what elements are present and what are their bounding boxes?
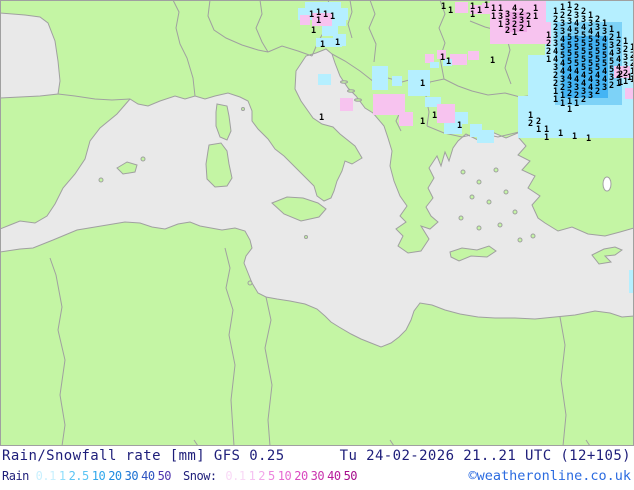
- snow-scale-value: 5: [268, 469, 275, 483]
- svg-text:21: 21: [536, 117, 541, 135]
- legend-row-1: Rain/Snowfall rate [mm] GFS 0.25 Tu 24-0…: [0, 448, 634, 464]
- svg-text:1: 1: [311, 26, 316, 36]
- svg-text:1: 1: [490, 56, 495, 66]
- cyprus-island: [591, 246, 624, 265]
- snow-scale-value: 20: [294, 469, 308, 483]
- svg-text:1: 1: [457, 121, 462, 131]
- snow-scale-value: 40: [327, 469, 341, 483]
- svg-text:1: 1: [484, 1, 489, 11]
- malta-island: [304, 235, 308, 239]
- svg-text:1: 1: [441, 2, 446, 12]
- longitude-tick-marks: [193, 439, 591, 446]
- corsica-island: [215, 103, 232, 141]
- sardinia-island: [205, 142, 233, 188]
- copyright: ©weatheronline.co.uk: [468, 468, 631, 484]
- islands: [98, 80, 624, 286]
- svg-text:1: 1: [586, 134, 591, 144]
- rain-scale-value: 40: [141, 469, 155, 483]
- djerba-island: [247, 280, 253, 286]
- svg-text:1: 1: [420, 117, 425, 127]
- europe-landmass: [0, 0, 634, 254]
- svg-text:21: 21: [618, 70, 623, 88]
- lake-tuz: [602, 176, 612, 192]
- legend-row-2: Rain 0.1 1 2.5 10 20 30 40 50 Snow: 0.1 1 2 5 10 20 3…: [0, 468, 634, 484]
- svg-text:11: 11: [470, 2, 475, 20]
- svg-text:1: 1: [309, 10, 314, 20]
- svg-text:21: 21: [526, 12, 531, 30]
- svg-text:1: 1: [448, 6, 453, 16]
- svg-text:11: 11: [533, 4, 538, 22]
- svg-text:11: 11: [544, 125, 549, 143]
- rain-scale-value: 20: [108, 469, 122, 483]
- snow-label: Snow:: [183, 469, 217, 483]
- map-svg: 1 2 2 3 3 4 4 3 2 2 1 11 2 3 3 4 5 5 4 4 3 2 1 11 2 3 4 5 5 5 5 4 4 3 2 1 12…: [0, 0, 634, 446]
- elba-island: [241, 107, 245, 111]
- sicily-island: [271, 196, 327, 222]
- rain-scale-value: 0.1: [35, 469, 57, 483]
- svg-text:1: 1: [420, 79, 425, 89]
- precip-cells: [298, 0, 634, 293]
- ibiza-island: [98, 177, 104, 183]
- rain-scale-value: 50: [157, 469, 172, 483]
- svg-text:1: 1: [558, 129, 563, 139]
- rain-label: Rain: [2, 469, 29, 483]
- svg-text:12: 12: [528, 111, 533, 129]
- legend-bar: Rain/Snowfall rate [mm] GFS 0.25 Tu 24-0…: [0, 446, 634, 490]
- rain-scale-value: 30: [124, 469, 139, 483]
- snow-scale-value: 0.1: [225, 469, 246, 483]
- snow-scale-value: 1: [248, 469, 256, 483]
- svg-text:1: 1: [446, 57, 451, 67]
- crete-island: [449, 245, 497, 262]
- rain-scale-value: 2.5: [68, 469, 90, 483]
- svg-text:1: 1: [432, 111, 437, 121]
- mallorca-island: [116, 161, 138, 175]
- svg-text:11: 11: [491, 4, 496, 22]
- svg-text:1: 1: [319, 113, 324, 123]
- snow-scale: 0.1 1 2 5 10 20 30 40 50: [219, 469, 360, 483]
- svg-text:1: 1: [320, 40, 325, 50]
- snow-scale-value: 2: [258, 469, 266, 483]
- map-title: Rain/Snowfall rate [mm] GFS 0.25: [2, 448, 285, 464]
- svg-text:1: 1: [335, 38, 340, 48]
- svg-text:11: 11: [316, 8, 321, 26]
- aegean-islands: [458, 167, 536, 243]
- rain-scale-value: 1: [58, 469, 66, 483]
- map-datetime: Tu 24-02-2026 21..21 UTC (12+105): [339, 448, 631, 464]
- svg-text:131: 131: [498, 4, 503, 30]
- menorca-island: [140, 156, 146, 162]
- svg-text:1: 1: [323, 10, 328, 20]
- svg-text:1: 1: [440, 53, 445, 63]
- svg-text:1: 1: [627, 73, 632, 83]
- snow-scale-value: 50: [343, 469, 358, 483]
- precip-value-digits: 1 2 2 3 3 4 4 3 2 2 1 11 2 3 3 4 5 5 4 4 3 2 1 11 2 3 4 5 5 5 5 4 4 3 2 1 12…: [309, 1, 634, 144]
- svg-text:1: 1: [572, 132, 577, 142]
- snow-scale-value: 10: [277, 469, 292, 483]
- snow-scale-value: 30: [310, 469, 325, 483]
- svg-text:232: 232: [519, 8, 524, 34]
- rain-scale-value: 10: [91, 469, 106, 483]
- rain-scale: 0.1 1 2.5 10 20 30 40 50: [29, 469, 174, 483]
- africa-landmass: [0, 221, 634, 446]
- adriatic-islands: [340, 80, 362, 102]
- svg-text:1: 1: [477, 6, 482, 16]
- svg-text:332: 332: [505, 10, 510, 36]
- svg-text:1: 1: [330, 12, 335, 22]
